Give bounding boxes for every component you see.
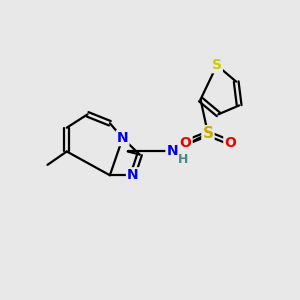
Text: N: N (167, 145, 178, 158)
Text: S: S (212, 58, 222, 72)
Text: O: O (180, 136, 192, 150)
Text: S: S (202, 126, 214, 141)
Text: N: N (117, 131, 128, 145)
Text: N: N (127, 168, 139, 182)
Text: O: O (224, 136, 236, 150)
Text: H: H (178, 153, 188, 166)
